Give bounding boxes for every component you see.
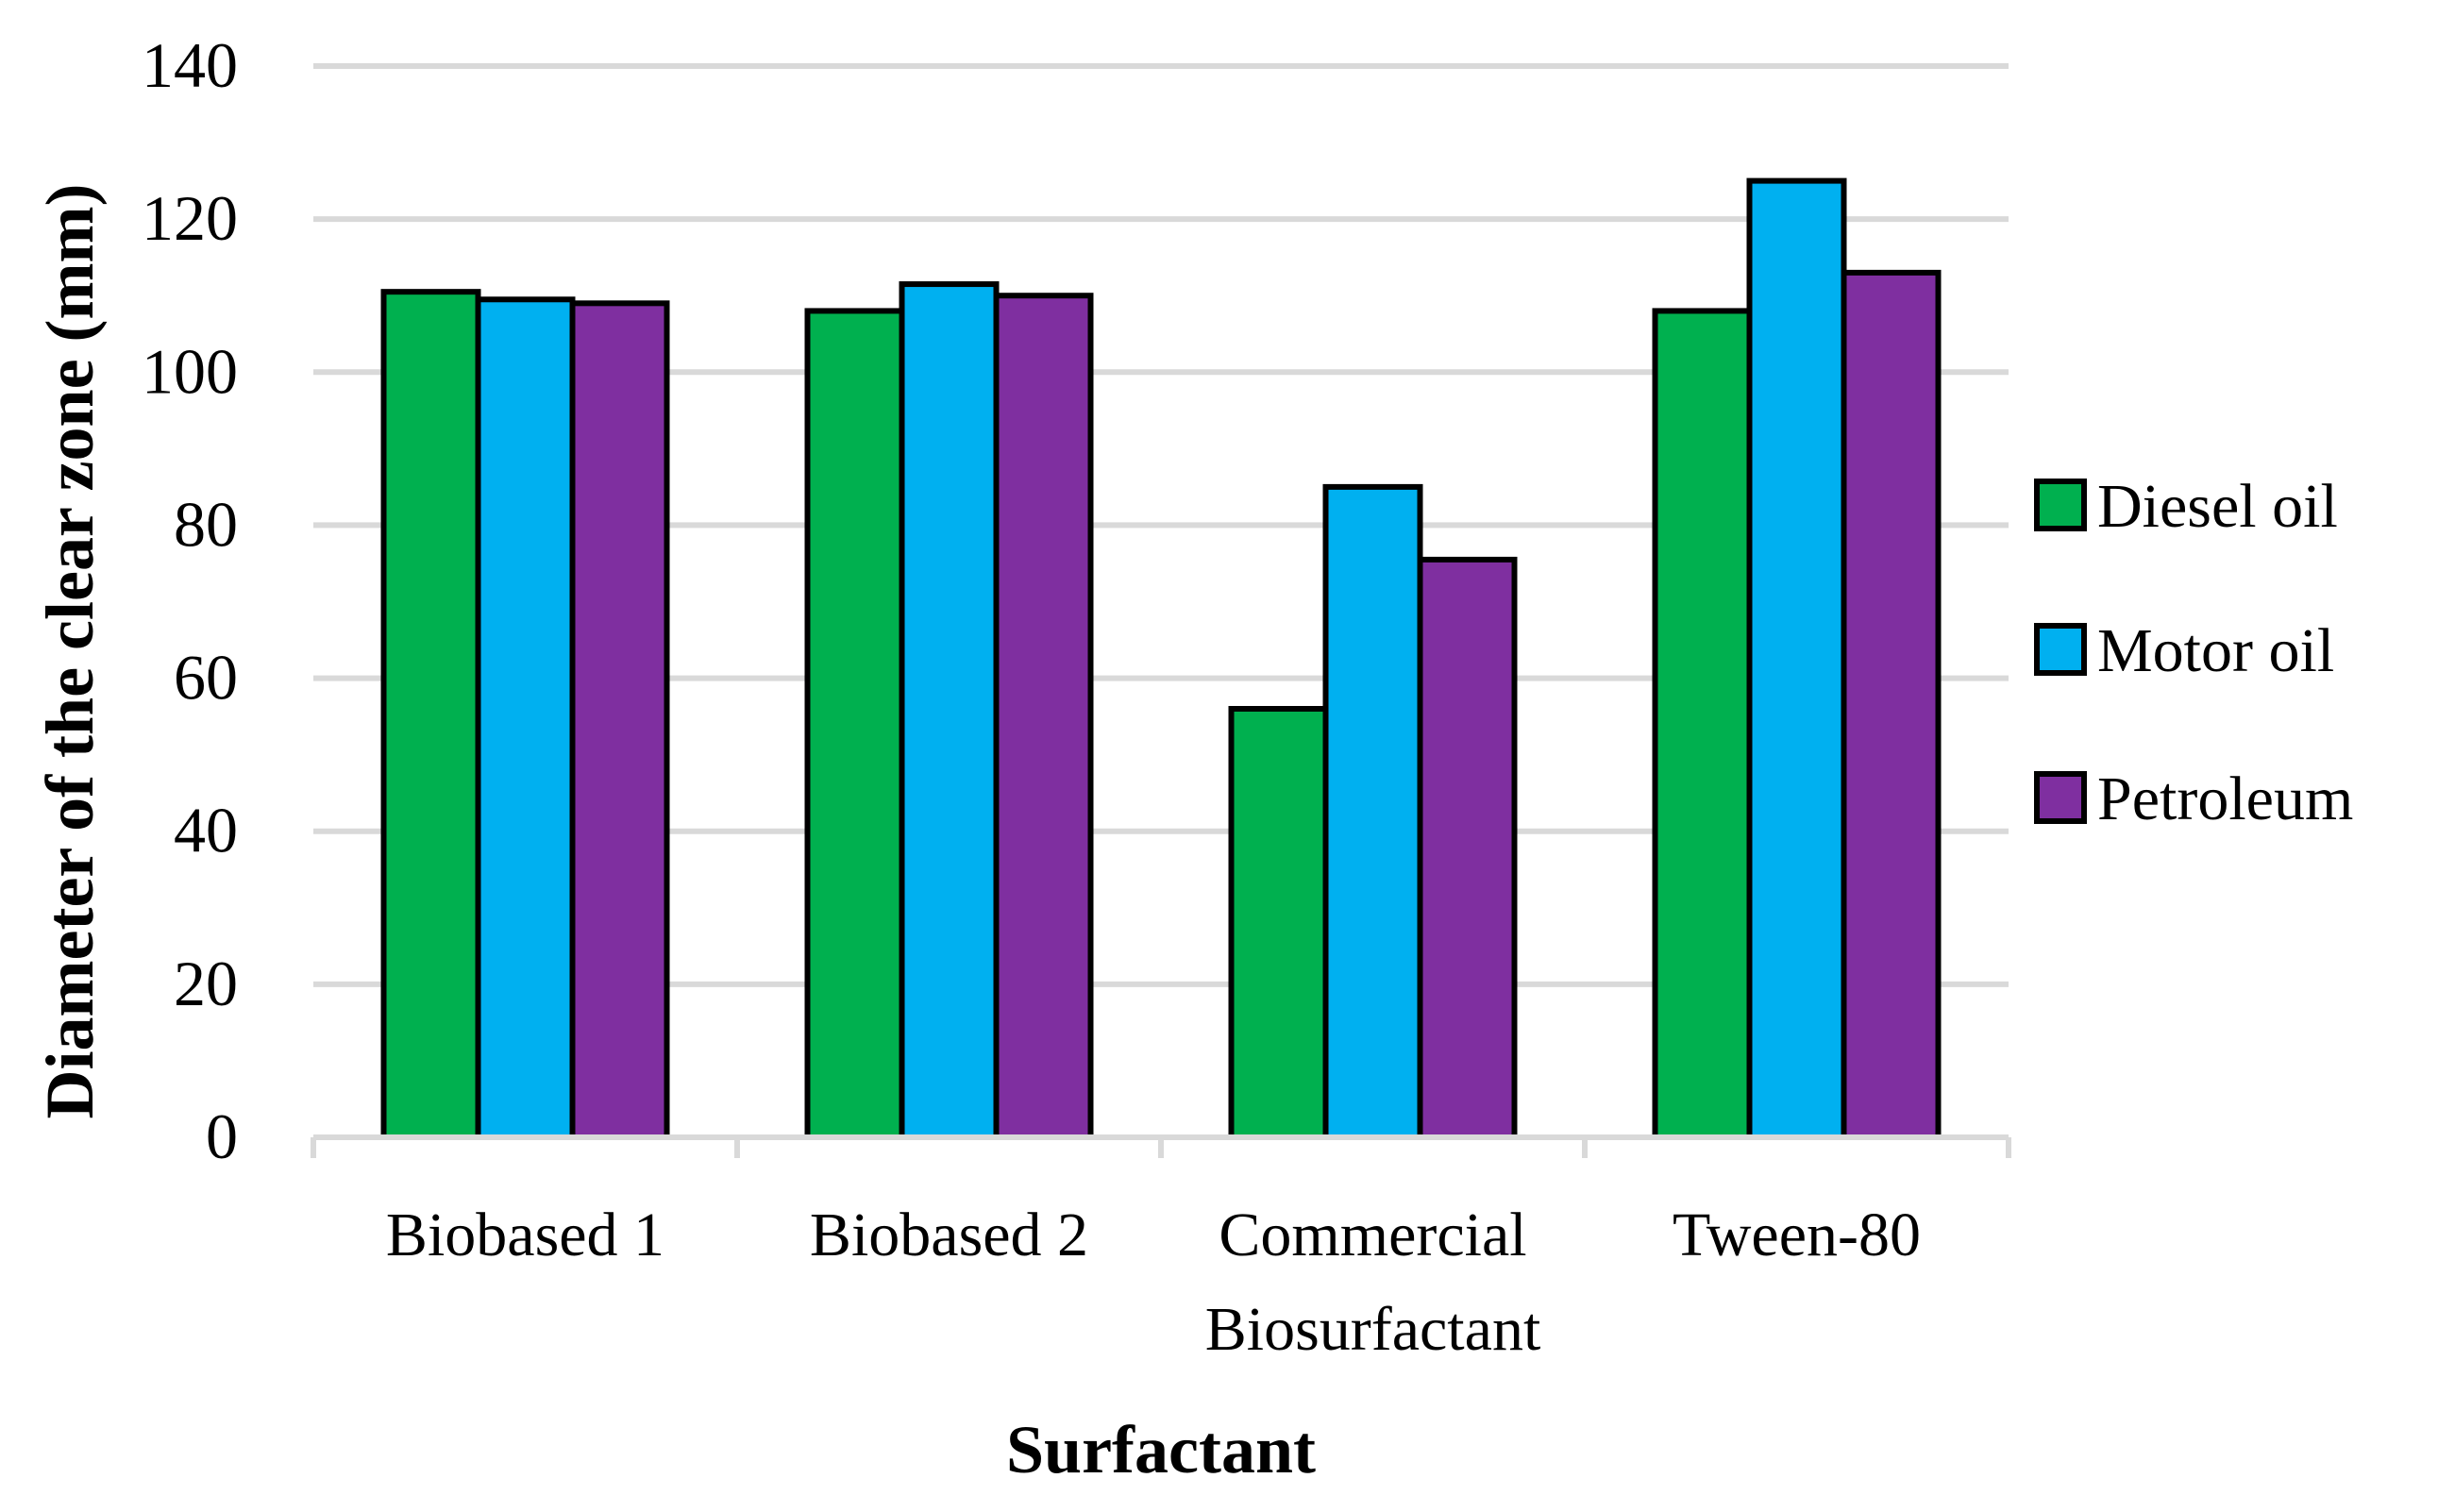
bars [380,177,1942,1141]
legend-swatch [2034,771,2087,824]
y-tick-label: 80 [174,488,238,560]
bar-petroleum [1841,269,1942,1140]
y-tick-label: 60 [174,642,238,714]
legend-swatch [2034,623,2087,676]
y-tick-label: 40 [174,795,238,866]
x-category-label: Biosurfactant [1205,1295,1541,1364]
bar-motor-oil [899,281,1000,1140]
bar-petroleum [569,300,670,1141]
bar-diesel-oil [804,308,905,1140]
y-tick-label: 100 [142,335,238,407]
bar-petroleum [1417,556,1518,1140]
bar-motor-oil [1746,177,1847,1141]
legend-label: Diesel oil [2097,472,2338,541]
bar-motor-oil [475,296,576,1140]
legend-swatch [2034,479,2087,531]
x-category-label: Commercial [1219,1201,1526,1269]
x-axis: Biobased 1 Biobased 2 Commercial Biosurfact… [311,1134,2011,1364]
bar-motor-oil [1322,483,1423,1140]
bar-diesel-oil [380,289,481,1140]
legend-label: Motor oil [2097,616,2334,685]
y-tick-label: 20 [174,948,238,1019]
y-tick-label: 0 [206,1100,238,1172]
bar-diesel-oil [1228,706,1329,1140]
bar-diesel-oil [1652,308,1753,1140]
y-axis: 0 20 40 60 80 100 120 140 [142,29,238,1172]
x-axis-title: Surfactant [1006,1412,1316,1487]
legend-label: Petroleum [2097,764,2353,833]
x-category-label: Biobased 1 [386,1201,664,1269]
y-tick-label: 120 [142,182,238,254]
x-category-label: Tween-80 [1673,1201,1921,1269]
legend: Diesel oil Motor oil Petroleum [2034,472,2353,833]
y-tick-label: 140 [142,29,238,101]
x-category-label: Biobased 2 [810,1201,1088,1269]
y-axis-title: Diameter of the clear zone (mm) [32,184,108,1119]
bar-petroleum [993,293,1094,1140]
